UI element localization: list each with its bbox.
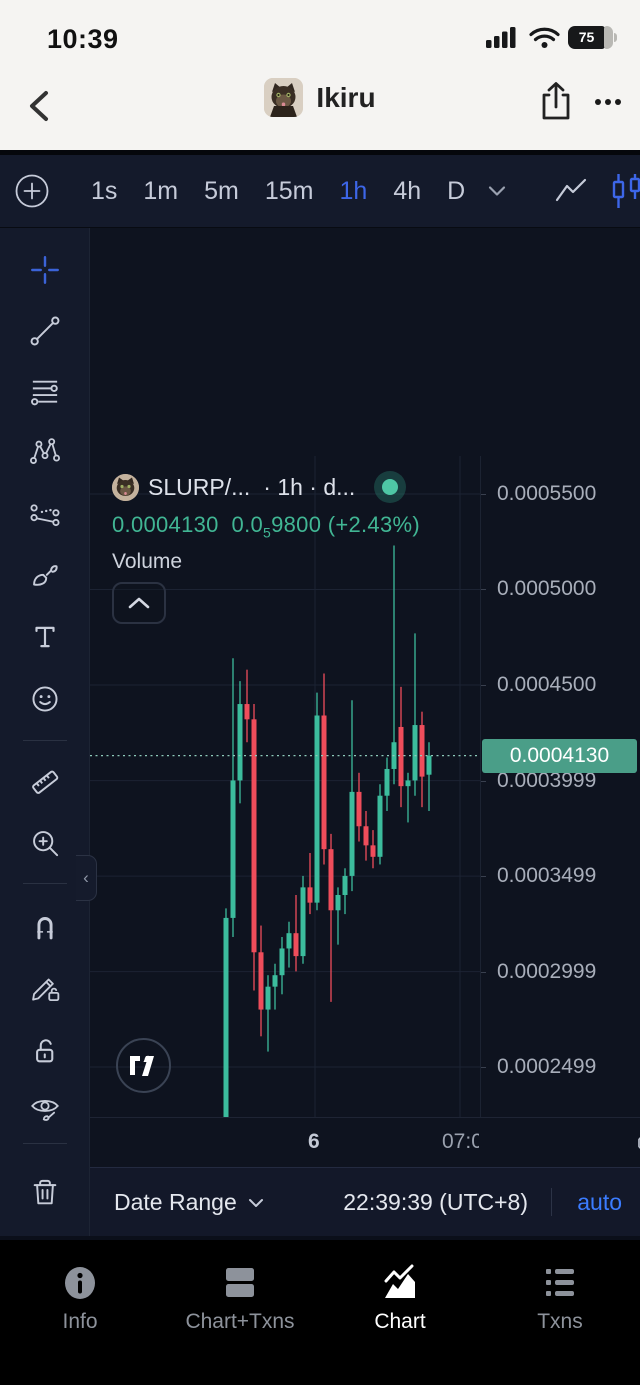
clock-utc-label: 22:39:39 (UTC+8) <box>343 1189 528 1215</box>
price-axis-label: 0.0004500 <box>497 672 597 696</box>
trend-line-tool-icon[interactable] <box>28 314 62 348</box>
time-axis-label: 6 <box>308 1130 320 1153</box>
measure-ruler-tool-icon[interactable] <box>28 765 62 799</box>
price-axis-tick <box>481 1067 486 1069</box>
more-options-button[interactable] <box>586 92 630 112</box>
fib-retracement-tool-icon[interactable] <box>28 375 62 409</box>
market-status-dot[interactable] <box>374 471 407 503</box>
bottom-tab-bar: Info Chart+Txns Chart Txns <box>0 1240 640 1385</box>
timeframe-1m[interactable]: 1m <box>143 176 179 205</box>
remove-drawings-trash-icon[interactable] <box>28 1176 62 1210</box>
time-axis-label: 07:0 <box>442 1130 479 1153</box>
crosshair-tool-icon[interactable] <box>28 253 62 287</box>
status-icons: 75 <box>486 26 617 49</box>
divider <box>551 1188 552 1216</box>
divider <box>23 1143 67 1144</box>
symbol-name[interactable]: SLURP/... <box>148 473 251 500</box>
collapse-legend-button[interactable] <box>112 582 166 625</box>
timeframe-d[interactable]: D <box>447 176 466 205</box>
timeframe-1s[interactable]: 1s <box>91 176 118 205</box>
txns-list-icon <box>490 1262 630 1304</box>
auto-scale-button[interactable]: auto <box>577 1189 622 1215</box>
price-axis-tick <box>481 780 486 782</box>
price-axis-tick <box>481 589 486 591</box>
tab-txns[interactable]: Txns <box>490 1262 630 1334</box>
page-title: Ikiru <box>316 81 376 113</box>
battery-icon: 75 <box>568 26 617 49</box>
emoji-tool-icon[interactable] <box>28 682 62 716</box>
date-range-selector[interactable]: Date Range <box>114 1189 265 1216</box>
drawing-lock-tool-icon[interactable] <box>28 971 62 1005</box>
symbol-avatar <box>112 473 139 501</box>
token-avatar <box>264 78 304 117</box>
chart-legend: SLURP/... · 1h · d... 0.0004130 0.059800… <box>112 471 420 625</box>
divider <box>23 883 67 884</box>
timeframe-5m[interactable]: 5m <box>204 176 239 205</box>
share-icon[interactable] <box>536 80 576 124</box>
brush-tool-icon[interactable] <box>28 559 62 593</box>
price-axis-tick <box>481 494 486 495</box>
chart-toolbar: 1s 1m 5m 15m 1h 4h D <box>0 155 640 228</box>
price-axis-label: 0.0003999 <box>497 768 597 792</box>
drawing-tools-sidebar <box>0 228 90 1236</box>
divider <box>0 1236 640 1240</box>
date-range-label: Date Range <box>114 1189 237 1215</box>
chevron-down-icon <box>248 1198 263 1207</box>
change-percent: (+2.43%) <box>327 512 420 537</box>
time-axis[interactable]: 6 07:0 <box>90 1117 640 1167</box>
change-value: 0.059800 <box>231 512 322 541</box>
timeframe-4h[interactable]: 4h <box>393 176 422 205</box>
candlestick-chart-type-icon[interactable] <box>598 170 640 212</box>
xabcd-pattern-tool-icon[interactable] <box>28 435 62 469</box>
tab-info[interactable]: Info <box>10 1262 150 1334</box>
nav-bar: Ikiru <box>0 66 640 146</box>
axis-settings-gear-icon[interactable] <box>634 1129 640 1157</box>
timeframe-selector: 1s 1m 5m 15m 1h 4h D <box>78 177 478 206</box>
unlock-all-tool-icon[interactable] <box>28 1034 62 1068</box>
price-axis-label: 0.0003499 <box>497 864 597 888</box>
info-icon <box>10 1262 150 1304</box>
price-axis-label: 0.0005000 <box>497 577 597 601</box>
tab-chart[interactable]: Chart <box>330 1262 470 1334</box>
projection-tool-icon[interactable] <box>28 497 62 531</box>
divider <box>0 150 640 155</box>
price-axis-tick <box>481 684 486 686</box>
back-button[interactable] <box>22 86 58 126</box>
price-axis-tick <box>481 876 486 878</box>
current-price-label[interactable]: 0.0004130 <box>482 738 637 773</box>
line-chart-type-icon[interactable] <box>544 177 598 205</box>
chart-area: SLURP/... · 1h · d... 0.0004130 0.059800… <box>0 228 640 1345</box>
top-light-area: 10:39 75 Ik <box>0 0 640 152</box>
add-button[interactable] <box>14 173 50 209</box>
divider <box>23 740 67 741</box>
text-tool-icon[interactable] <box>28 620 62 654</box>
magnet-tool-icon[interactable] <box>28 910 62 944</box>
footer-bar: Date Range 22:39:39 (UTC+8) auto <box>90 1167 640 1236</box>
wifi-icon <box>529 26 560 49</box>
volume-legend-label: Volume <box>112 550 183 574</box>
tab-chart-txns[interactable]: Chart+Txns <box>170 1262 310 1334</box>
timeframe-1h[interactable]: 1h <box>339 176 368 205</box>
chart-txns-icon <box>170 1262 310 1304</box>
status-bar: 10:39 75 <box>0 0 640 54</box>
zoom-in-tool-icon[interactable] <box>28 826 62 860</box>
hide-drawings-tool-icon[interactable] <box>28 1092 62 1126</box>
price-axis-label: 0.0002999 <box>497 959 597 983</box>
sidebar-collapse-tab[interactable]: ‹ <box>76 855 97 901</box>
chart-icon <box>330 1262 470 1304</box>
battery-percentage: 75 <box>568 26 605 49</box>
tradingview-logo[interactable] <box>116 1038 171 1093</box>
timeframe-15m[interactable]: 15m <box>264 176 314 205</box>
price-axis-label: 0.0002499 <box>497 1055 597 1079</box>
status-time: 10:39 <box>47 24 119 54</box>
cellular-signal-icon <box>486 26 521 49</box>
symbol-interval-info: · 1h · d... <box>263 473 356 500</box>
price-axis-tick <box>481 971 486 973</box>
timeframe-dropdown-chevron-icon[interactable] <box>478 184 516 198</box>
price-change-row: 0.0004130 0.059800 (+2.43%) <box>112 512 420 540</box>
last-price: 0.0004130 <box>112 512 219 537</box>
price-axis-label: 0.0005500 <box>497 482 597 505</box>
